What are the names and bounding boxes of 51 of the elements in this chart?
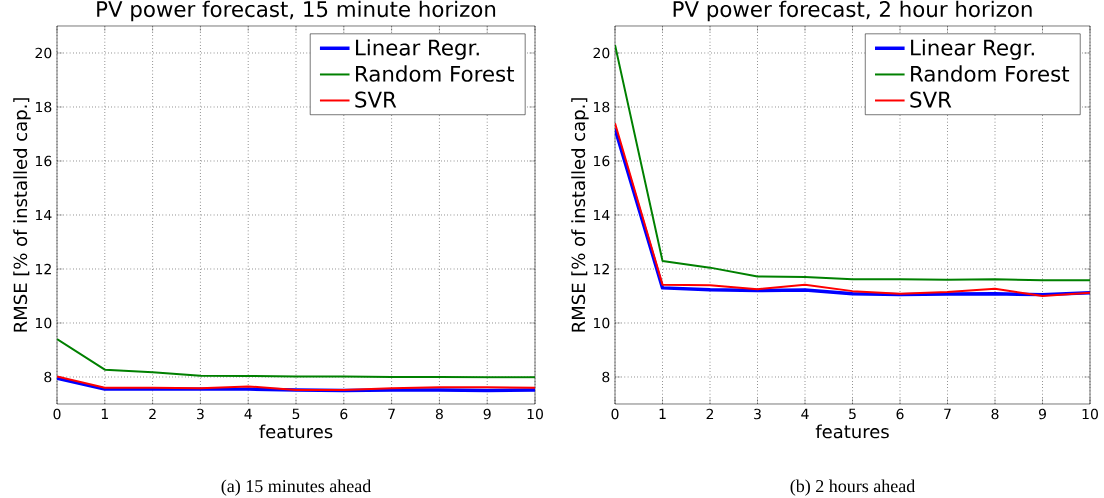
x-tick-label: 9 [483,408,491,420]
y-tick-label: 14 [36,209,52,221]
x-tick-label: 6 [896,408,904,420]
line-series [57,338,535,379]
legend-label: Random Forest [911,65,1070,82]
y-tick-label: 20 [35,47,52,59]
x-tick-label: 4 [244,408,252,419]
legend-label: SVR [355,91,397,108]
y-tick-label: 8 [44,371,52,383]
x-tick-label: 8 [991,408,999,420]
x-tick-label: 9 [1038,408,1046,420]
x-tick-label: 8 [435,408,443,420]
y-tick-label: 18 [594,101,610,113]
x-tick-label: 3 [754,408,761,420]
x-tick-label: 10 [527,408,543,420]
x-axis-title: features [259,424,333,439]
y-tick-label: 12 [36,263,51,275]
x-tick-label: 10 [1082,408,1098,420]
text: (b) 2 hours ahead [790,479,916,496]
chart-title: PV power forecast, 15 minute horizon [97,0,496,22]
x-tick-label: 7 [388,408,395,419]
x-tick-label: 7 [944,408,951,419]
y-tick-label: 16 [36,155,52,167]
legend-label: Random Forest [356,65,515,82]
y-tick-label: 12 [594,263,609,275]
x-tick-label: 1 [101,408,108,419]
y-tick-label: 10 [36,317,52,329]
y-tick-label: 14 [594,209,610,221]
y-tick-label: 20 [593,47,610,59]
x-tick-label: 5 [292,408,300,420]
legend-label: Linear Regr. [911,39,1034,60]
chart-title: PV power forecast, 2 hour horizon [673,0,1032,22]
text: (a) 15 minutes ahead [221,479,372,496]
x-tick-label: 0 [611,408,619,420]
y-axis-title: RMSE [% of installed cap.] [571,98,589,332]
x-tick-label: 5 [849,408,856,420]
legend-label: SVR [910,91,952,108]
x-tick-label: 2 [149,408,156,420]
y-tick-label: 10 [594,317,610,329]
legend-label: Linear Regr. [356,39,479,60]
y-axis-title: RMSE [% of installed cap.] [13,98,31,332]
x-axis-title: features [815,424,889,439]
x-tick-label: 0 [53,408,61,420]
y-tick-label: 8 [602,371,610,383]
x-tick-label: 3 [197,408,204,420]
x-tick-label: 4 [801,408,809,419]
x-tick-label: 6 [340,408,348,420]
y-tick-label: 18 [36,101,52,113]
x-tick-label: 1 [659,408,666,419]
y-tick-label: 16 [594,155,610,167]
x-tick-label: 2 [706,408,714,420]
